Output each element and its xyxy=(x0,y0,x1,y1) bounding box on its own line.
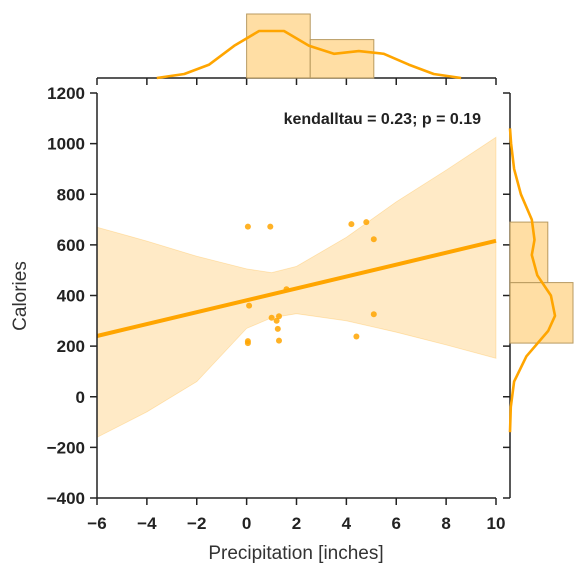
y-tick-label: −400 xyxy=(47,489,85,508)
scatter-point xyxy=(370,236,377,243)
top-histogram-bar xyxy=(246,13,311,79)
x-tick-label: 10 xyxy=(487,514,506,533)
scatter-point xyxy=(244,223,251,230)
right-histogram-bar xyxy=(509,221,549,284)
x-tick-label: −2 xyxy=(187,514,206,533)
scatter-point xyxy=(273,317,280,324)
scatter-point xyxy=(274,325,281,332)
top-kde-curve xyxy=(156,29,462,80)
scatter-point xyxy=(268,314,275,321)
y-tick-label: 200 xyxy=(57,337,85,356)
x-tick-label: 6 xyxy=(392,514,401,533)
x-tick-label: 0 xyxy=(242,514,251,533)
y-tick-label: 1000 xyxy=(47,135,85,154)
scatter-point xyxy=(353,333,360,340)
x-axis-title: Precipitation [inches] xyxy=(208,543,383,564)
right-kde-curve xyxy=(508,128,557,433)
y-tick-label: −200 xyxy=(47,438,85,457)
right-marginal xyxy=(503,92,574,499)
scatter-point xyxy=(283,286,290,293)
stats-annotation: kendalltau = 0.23; p = 0.19 xyxy=(284,111,482,128)
y-tick-label: 400 xyxy=(57,287,85,306)
y-tick-label: 0 xyxy=(76,388,85,407)
x-ticks: −6 −4 −2 0 2 4 6 8 10 xyxy=(87,498,505,533)
top-histogram-bar xyxy=(309,39,375,79)
scatter-point xyxy=(363,219,370,226)
scatter-point xyxy=(244,340,251,347)
x-tick-label: −4 xyxy=(137,514,157,533)
x-tick-label: 8 xyxy=(441,514,450,533)
scatter-point xyxy=(276,313,282,320)
top-marginal xyxy=(96,13,497,85)
right-histogram-bar xyxy=(509,282,574,344)
x-tick-label: −6 xyxy=(87,514,106,533)
y-axis-title: Calories xyxy=(10,261,31,331)
y-tick-label: 600 xyxy=(57,236,85,255)
x-tick-label: 4 xyxy=(342,514,352,533)
x-tick-label: 2 xyxy=(292,514,301,533)
scatter-point xyxy=(246,302,253,309)
y-tick-label: 800 xyxy=(57,185,85,204)
scatter-point xyxy=(370,311,377,318)
scatter-point xyxy=(267,223,274,230)
regression-line xyxy=(96,238,497,338)
y-tick-label: 1200 xyxy=(47,84,85,103)
scatter-point xyxy=(276,337,282,344)
y-ticks: −400 −200 0 200 400 600 800 1000 1200 xyxy=(47,84,97,508)
scatter-point xyxy=(348,221,355,228)
main-plot-layer xyxy=(96,136,497,438)
